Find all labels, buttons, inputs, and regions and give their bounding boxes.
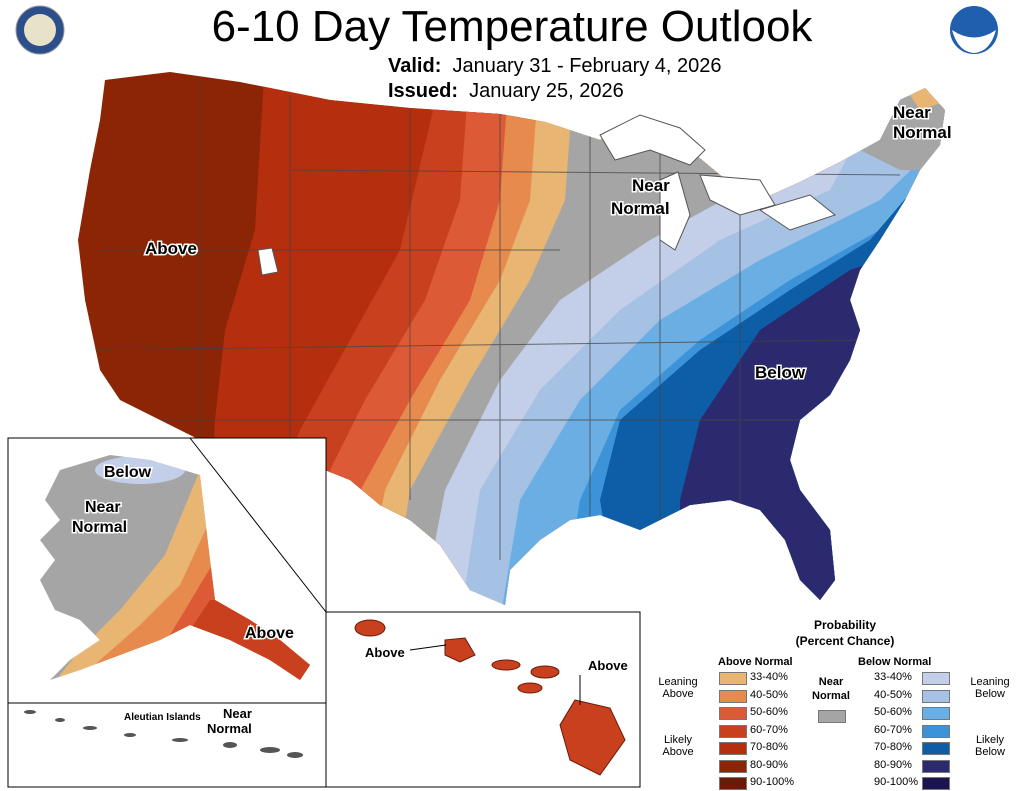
label-near-northeast: Near [893, 103, 931, 122]
above-range-6: 90-100% [750, 776, 795, 788]
leaning-below-1: Leaning [970, 676, 1010, 688]
label-below-alaska: Below [104, 464, 152, 481]
below-swatch-6 [922, 777, 950, 790]
below-swatch-2 [922, 707, 950, 720]
above-swatch-2 [719, 707, 747, 720]
below-swatch-4 [922, 742, 950, 755]
issued-value: January 25, 2026 [469, 80, 624, 102]
below-swatch-0 [922, 672, 950, 685]
label-above-alaska: Above [245, 625, 294, 642]
below-swatch-3 [922, 724, 950, 738]
inset-connector [189, 437, 327, 613]
above-swatch-3 [719, 724, 747, 738]
noaa-logo-wave [952, 30, 996, 53]
below-range-2: 50-60% [874, 706, 912, 718]
hawaii-above-leader-left [409, 644, 447, 651]
label-normal-midwest: Normal [611, 199, 670, 218]
legend-near-normal-swatch [818, 710, 846, 723]
likely-above-2: Above [662, 746, 694, 758]
hawaii-islands [354, 619, 626, 776]
great-lakes [257, 114, 837, 276]
below-range-5: 80-90% [874, 758, 912, 771]
doc-seal-inner [24, 14, 56, 46]
below-range-6: 90-100% [874, 776, 919, 788]
legend-leaning-above: Leaning Above [658, 676, 698, 700]
below-swatch-1 [922, 689, 950, 703]
label-normal-alaska: Normal [72, 519, 127, 536]
label-normal-aleutian: Normal [207, 721, 252, 736]
above-range-0: 33-40% [750, 671, 788, 683]
legend-above-header: Above Normal [718, 656, 793, 668]
above-swatch-1 [719, 689, 747, 703]
label-below-southeast: Below [755, 363, 806, 382]
likely-below-1: Likely [975, 734, 1005, 746]
label-near-midwest: Near [632, 176, 670, 195]
below-range-4: 70-80% [874, 741, 912, 753]
legend-likely-above: Likely Above [658, 734, 698, 758]
legend-title-line1: Probability [813, 618, 876, 632]
valid-label: Valid: [388, 55, 442, 77]
label-normal-northeast: Normal [893, 123, 952, 142]
below-swatch-5 [922, 759, 950, 773]
below-range-0: 33-40% [874, 671, 912, 683]
legend-below-header: Below Normal [858, 656, 932, 668]
above-range-5: 80-90% [750, 758, 788, 771]
label-above-hawaii-east: Above [588, 658, 628, 673]
likely-above-1: Likely [663, 734, 693, 746]
above-swatch-4 [719, 742, 747, 755]
above-range-2: 50-60% [750, 706, 788, 718]
legend-leaning-below: Leaning Below [970, 676, 1010, 700]
above-range-4: 70-80% [750, 741, 788, 753]
valid-line: Valid: January 31 - February 4, 2026 [388, 55, 722, 78]
above-swatch-5 [719, 759, 747, 773]
above-swatch-6 [719, 777, 747, 790]
above-range-1: 40-50% [750, 688, 788, 701]
likely-below-2: Below [975, 746, 1005, 758]
legend-title-line2: (Percent Chance) [795, 634, 895, 648]
leaning-above-2: Above [662, 688, 694, 700]
legend-near-line2: Normal [812, 690, 850, 702]
issued-label: Issued: [388, 80, 459, 102]
leaning-below-2: Below [975, 688, 1005, 700]
below-range-1: 40-50% [874, 688, 912, 701]
aleutian-chain [24, 710, 303, 758]
label-aleutian-islands: Aleutian Islands [124, 712, 201, 723]
above-range-3: 60-70% [750, 723, 788, 736]
valid-value: January 31 - February 4, 2026 [452, 55, 722, 77]
issued-line: Issued: January 25, 2026 [388, 80, 624, 103]
above-swatch-0 [719, 672, 747, 685]
legend-likely-below: Likely Below [970, 734, 1010, 758]
label-above-west: Above [145, 239, 197, 258]
page-title: 6-10 Day Temperature Outlook [211, 2, 813, 51]
leaning-above-1: Leaning [658, 676, 698, 688]
label-above-hawaii-west: Above [365, 645, 405, 660]
legend-near-line1: Near [818, 676, 844, 688]
below-range-3: 60-70% [874, 723, 912, 736]
label-near-alaska: Near [85, 499, 121, 516]
label-near-aleutian: Near [223, 706, 252, 721]
